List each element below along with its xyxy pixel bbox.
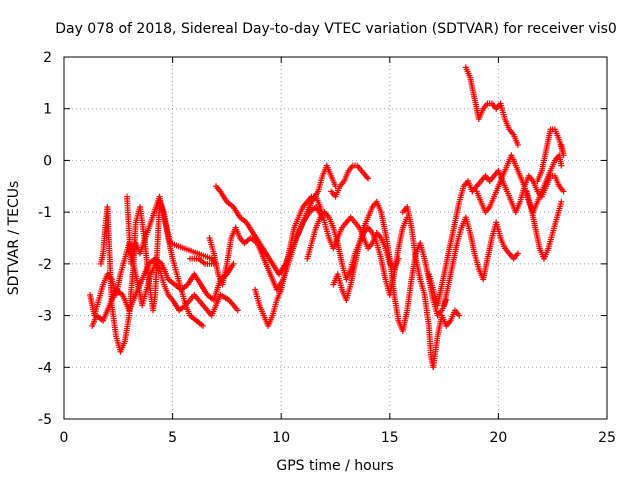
series-track-j — [330, 198, 450, 335]
data-point — [365, 175, 372, 182]
y-tick-label: -4 — [38, 360, 52, 376]
y-tick-label: 2 — [43, 50, 52, 66]
chart-title: Day 078 of 2018, Sidereal Day-to-day VTE… — [55, 21, 617, 37]
plot-frame — [63, 56, 608, 420]
data-point — [363, 174, 370, 181]
x-tick-label: 20 — [489, 430, 507, 446]
data-point — [514, 250, 521, 257]
data-marks — [87, 64, 567, 371]
series-track-k — [399, 203, 463, 371]
data-point — [186, 255, 193, 262]
data-point — [234, 307, 241, 314]
series-track-n — [462, 64, 521, 148]
series-track-d — [123, 193, 220, 267]
data-point — [558, 162, 565, 169]
y-tick-label: -3 — [38, 309, 52, 325]
y-tick-label: -1 — [38, 205, 52, 221]
y-tick-label: 1 — [43, 102, 52, 118]
x-tick-label: 5 — [168, 430, 177, 446]
series-track-l — [425, 167, 567, 309]
y-tick-label: -2 — [38, 257, 52, 273]
x-tick-label: 15 — [381, 430, 399, 446]
data-point — [560, 188, 567, 195]
data-point — [514, 141, 521, 148]
x-axis-label: GPS time / hours — [276, 458, 393, 474]
series-track-p — [523, 188, 565, 262]
data-point — [558, 141, 565, 148]
data-point — [230, 260, 237, 267]
y-tick-label: -5 — [38, 412, 52, 428]
data-point — [200, 322, 207, 329]
series-track-b — [89, 255, 237, 329]
x-tick-label: 25 — [598, 430, 616, 446]
y-axis-label: SDTVAR / TECUs — [6, 181, 22, 296]
x-tick-label: 0 — [60, 430, 69, 446]
series-track-m — [441, 214, 521, 309]
data-point — [558, 198, 565, 205]
data-point — [456, 312, 463, 319]
series-track-h — [328, 162, 372, 200]
series-track-q — [534, 126, 567, 185]
x-tick-label: 10 — [272, 430, 290, 446]
y-tick-label: 0 — [43, 153, 52, 169]
tick-labels: 0 5 10 15 20 25 -5 -4 -3 -2 -1 0 1 2 — [38, 50, 616, 446]
